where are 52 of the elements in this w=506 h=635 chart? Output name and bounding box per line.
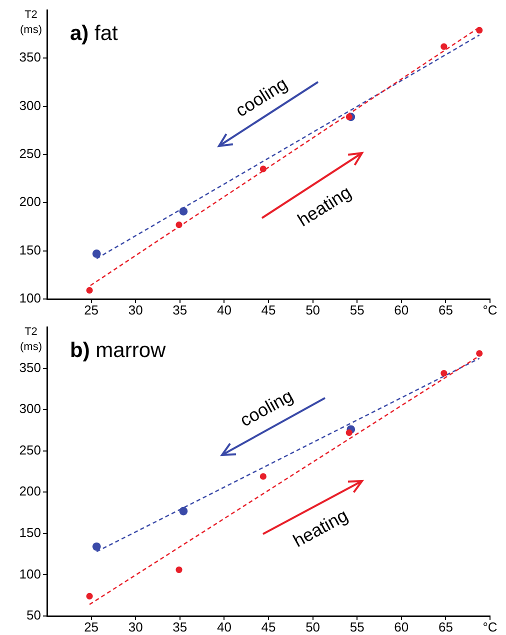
y-tick-label: 150 [19,242,41,258]
point [92,250,101,258]
x-tick-label: 40 [216,619,232,634]
y-tick-label: 100 [19,290,41,306]
x-tick-label: 35 [172,302,188,318]
y-tick-label: 100 [19,566,41,582]
y-axis-title: T2 (ms) [20,9,42,36]
y-tick-label: 350 [19,50,41,65]
point [260,473,266,480]
y-tick-label: 250 [19,442,41,458]
x-tick-label: 40 [216,302,232,318]
point [176,566,182,574]
point [179,506,188,516]
x-tick-label: 45 [261,302,276,318]
point [440,43,448,50]
x-tick-label: 30 [128,302,143,318]
point [346,429,352,436]
x-tick-label: 50 [306,619,320,634]
y-tick-label: 50 [26,608,41,623]
x-tick-label: 50 [306,302,320,318]
x-tick-label: 65 [438,619,453,634]
y-tick-label: 200 [19,484,41,499]
y-tick-label: 350 [19,360,41,375]
y-tick-label: 200 [19,194,41,210]
x-tick-label: 55 [350,302,364,318]
x-tick-label: 55 [350,619,364,634]
text: b) marrow [70,339,166,362]
point [476,350,483,357]
y-tick-label: 300 [19,98,41,113]
y-tick-label: 250 [19,146,41,162]
point [86,592,93,600]
point [476,26,483,34]
point [176,222,182,228]
point [440,370,448,377]
x-tick-label: 30 [128,619,143,634]
x-tick-label: 25 [84,619,99,634]
x-tick-label: °C [482,619,498,634]
y-tick-label: 150 [19,525,41,540]
point [346,114,352,120]
point [92,542,101,551]
y-tick-label: 300 [19,401,41,416]
point [260,166,266,172]
x-tick-label: 35 [172,619,188,634]
x-tick-label: 60 [394,302,409,318]
x-tick-label: 25 [84,302,99,318]
x-tick-label: °C [482,302,498,318]
x-tick-label: 45 [261,619,276,634]
y-axis-title: T2 (ms) [20,326,42,353]
x-tick-label: 65 [438,302,453,318]
text: a) fat [70,22,118,45]
x-tick-label: 60 [394,619,409,634]
point [86,287,93,294]
